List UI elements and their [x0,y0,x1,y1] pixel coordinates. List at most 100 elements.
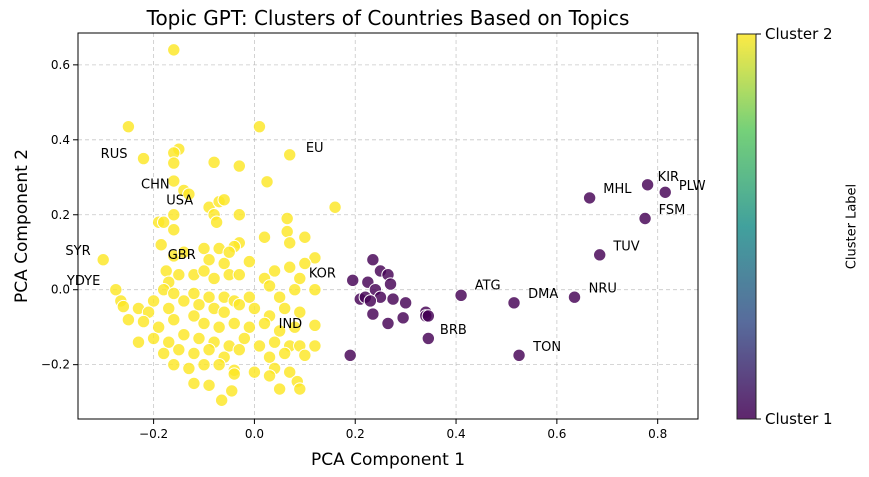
data-point [202,378,216,392]
data-point [308,283,322,297]
data-point [232,159,247,173]
data-point [197,264,211,278]
data-point [242,290,257,304]
data-point [172,342,186,357]
data-point [283,148,297,162]
data-point [121,312,136,327]
data-point [131,335,146,349]
data-point [396,311,410,325]
data-point [293,271,307,286]
colorbar-label: Cluster Label [845,184,860,269]
y-tick-label: 0.0 [51,283,70,297]
data-point [262,369,277,383]
data-point [192,297,206,312]
data-point [146,331,161,346]
data-point [242,254,257,269]
data-point [182,361,196,376]
data-point [146,294,161,308]
y-axis-ticks: −0.2 0.0 0.2 0.4 0.6 [41,58,78,372]
colorbar [736,33,757,420]
data-point [232,268,247,282]
data-point [116,299,131,314]
data-point [225,384,239,398]
data-point [177,245,191,259]
data-point [454,288,468,303]
point-label: BRB [440,323,467,338]
data-point [217,256,231,271]
data-point [172,268,186,282]
data-point [272,290,287,304]
data-point [207,271,221,286]
data-point [212,320,226,334]
data-point [280,224,294,239]
data-point [202,290,216,304]
point-label: DMA [528,287,558,302]
data-point [232,208,247,222]
data-point [293,382,307,396]
x-tick-label: 0.8 [648,427,667,441]
point-label: KOR [309,267,336,282]
data-point [197,316,211,331]
data-point [207,155,221,169]
data-point [638,211,652,226]
data-point [262,279,277,293]
data-point [187,286,201,301]
data-point [187,309,201,323]
data-point [283,236,297,250]
point-label: TUV [612,239,639,254]
data-point [567,290,582,304]
x-tick-label: 0.0 [245,427,264,441]
data-point [222,245,236,259]
point-label: YDYE [66,274,100,289]
data-point [421,331,436,346]
data-point [272,324,287,338]
plot-frame [77,32,699,420]
data-point [308,339,322,353]
data-point [272,382,287,396]
point-label: PLW [679,179,706,194]
y-tick-label: 0.2 [51,208,70,222]
data-point [257,316,272,331]
data-point [232,297,247,312]
data-point [167,223,181,237]
data-point [151,320,166,334]
data-point [187,376,201,391]
data-point [366,307,380,321]
data-point [308,318,322,333]
point-label: IND [279,317,303,332]
data-point [277,346,292,361]
data-point [298,230,312,244]
colorbar-tick-label: Cluster 2 [765,25,833,43]
data-point [217,305,231,319]
data-point [167,286,181,301]
data-point [260,175,274,189]
data-point [398,296,413,310]
data-point [232,342,247,357]
data-point [162,335,176,349]
data-point [288,320,302,334]
data-point [366,253,380,267]
data-point [197,241,211,256]
point-label: USA [166,193,193,208]
data-point [156,346,171,361]
data-point [288,283,302,297]
data-point [214,393,229,407]
x-tick-label: 0.6 [547,427,566,441]
data-point [217,193,231,207]
x-tick-label: 0.4 [447,427,466,441]
data-point [252,339,267,353]
data-point [202,342,216,357]
data-point [507,296,521,310]
data-points [96,43,672,407]
data-point [136,151,151,166]
data-point [308,251,322,265]
data-point [582,191,597,205]
data-point [293,305,307,319]
data-point [381,316,395,331]
data-point [136,314,151,329]
x-axis-label: PCA Component 1 [311,450,465,470]
y-tick-label: −0.2 [41,358,70,372]
data-point [209,215,224,229]
